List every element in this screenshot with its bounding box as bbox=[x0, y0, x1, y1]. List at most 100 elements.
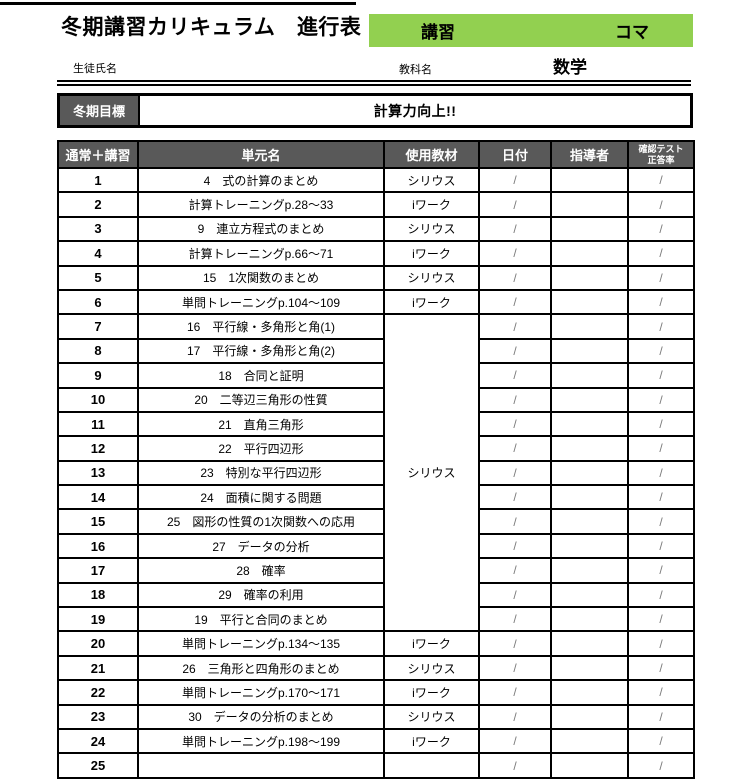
unit-name-cell: 30 データの分析のまとめ bbox=[137, 703, 385, 731]
subject-value: 数学 bbox=[553, 58, 587, 77]
table-row: 21 26 三角形と四角形のまとめ シリウス / / bbox=[57, 654, 695, 682]
table-row: 8 17 平行線・多角形と角(2) / / bbox=[57, 337, 695, 365]
winter-goal-box: 冬期目標 計算力向上!! bbox=[57, 93, 693, 128]
table-row: 18 29 確率の利用 / / bbox=[57, 581, 695, 609]
material-cell: iワーク bbox=[383, 288, 480, 316]
rate-cell: / bbox=[627, 166, 695, 194]
rate-cell: / bbox=[627, 264, 695, 291]
table-body: 1 4 式の計算のまとめ シリウス / / 2 計算トレーニングp.28～33 … bbox=[57, 166, 695, 779]
material-cell: シリウス bbox=[383, 313, 480, 633]
rate-cell: / bbox=[627, 654, 695, 682]
instructor-cell bbox=[550, 410, 629, 438]
instructor-cell bbox=[550, 703, 629, 731]
date-cell: / bbox=[478, 654, 552, 682]
instructor-cell bbox=[550, 313, 629, 340]
unit-name-cell: 19 平行と合同のまとめ bbox=[137, 606, 385, 633]
winter-goal-label: 冬期目標 bbox=[60, 96, 140, 125]
date-cell: / bbox=[478, 386, 552, 413]
rate-cell: / bbox=[627, 410, 695, 438]
row-number-cell: 9 bbox=[57, 362, 139, 389]
table-row: 16 27 データの分析 / / bbox=[57, 532, 695, 560]
unit-name-cell: 21 直角三角形 bbox=[137, 410, 385, 438]
date-cell: / bbox=[478, 264, 552, 291]
instructor-cell bbox=[550, 508, 629, 535]
rate-cell: / bbox=[627, 435, 695, 462]
header-material: 使用教材 bbox=[383, 140, 480, 169]
rate-cell: / bbox=[627, 557, 695, 584]
date-cell: / bbox=[478, 410, 552, 438]
material-cell bbox=[383, 752, 480, 779]
instructor-cell bbox=[550, 459, 629, 487]
material-cell: シリウス bbox=[383, 264, 480, 291]
date-cell: / bbox=[478, 166, 552, 194]
unit-name-cell: 16 平行線・多角形と角(1) bbox=[137, 313, 385, 340]
rate-cell: / bbox=[627, 484, 695, 511]
rate-cell: / bbox=[627, 337, 695, 365]
row-number-cell: 11 bbox=[57, 410, 139, 438]
table-row: 2 計算トレーニングp.28～33 iワーク / / bbox=[57, 191, 695, 218]
instructor-cell bbox=[550, 752, 629, 779]
rate-cell: / bbox=[627, 508, 695, 535]
date-cell: / bbox=[478, 435, 552, 462]
table-row: 13 23 特別な平行四辺形 / / bbox=[57, 459, 695, 487]
date-cell: / bbox=[478, 288, 552, 316]
unit-name-cell: 単問トレーニングp.198～199 bbox=[137, 727, 385, 755]
material-cell: iワーク bbox=[383, 727, 480, 755]
row-number-cell: 23 bbox=[57, 703, 139, 731]
instructor-cell bbox=[550, 240, 629, 267]
row-number-cell: 16 bbox=[57, 532, 139, 560]
curriculum-table: 通常＋講習 単元名 使用教材 日付 指導者 確認テスト 正答率 1 4 式の計算… bbox=[57, 140, 695, 779]
instructor-cell bbox=[550, 362, 629, 389]
instructor-cell bbox=[550, 337, 629, 365]
unit-name-cell bbox=[137, 752, 385, 779]
row-number-cell: 21 bbox=[57, 654, 139, 682]
table-row: 11 21 直角三角形 / / bbox=[57, 410, 695, 438]
table-row: 10 20 二等辺三角形の性質 / / bbox=[57, 386, 695, 413]
winter-goal-value: 計算力向上!! bbox=[373, 102, 457, 119]
rate-cell: / bbox=[627, 606, 695, 633]
date-cell: / bbox=[478, 630, 552, 657]
date-cell: / bbox=[478, 240, 552, 267]
date-cell: / bbox=[478, 313, 552, 340]
date-cell: / bbox=[478, 362, 552, 389]
table-row: 19 19 平行と合同のまとめ / / bbox=[57, 606, 695, 633]
unit-name-cell: 18 合同と証明 bbox=[137, 362, 385, 389]
instructor-cell bbox=[550, 386, 629, 413]
rate-cell: / bbox=[627, 727, 695, 755]
row-number-cell: 17 bbox=[57, 557, 139, 584]
material-cell: iワーク bbox=[383, 630, 480, 657]
unit-name-cell: 4 式の計算のまとめ bbox=[137, 166, 385, 194]
instructor-cell bbox=[550, 166, 629, 194]
rate-cell: / bbox=[627, 630, 695, 657]
unit-name-cell: 24 面積に関する問題 bbox=[137, 484, 385, 511]
unit-name-cell: 計算トレーニングp.28～33 bbox=[137, 191, 385, 218]
table-row: 25 / / bbox=[57, 752, 695, 779]
date-cell: / bbox=[478, 703, 552, 731]
rate-cell: / bbox=[627, 752, 695, 779]
unit-name-cell: 28 確率 bbox=[137, 557, 385, 584]
row-number-cell: 12 bbox=[57, 435, 139, 462]
course-label: 講習 bbox=[421, 23, 455, 42]
row-number-cell: 24 bbox=[57, 727, 139, 755]
date-cell: / bbox=[478, 459, 552, 487]
table-row: 6 単問トレーニングp.104～109 iワーク / / bbox=[57, 288, 695, 316]
row-number-cell: 22 bbox=[57, 679, 139, 706]
rate-cell: / bbox=[627, 581, 695, 609]
header-regular-plus-course: 通常＋講習 bbox=[57, 140, 139, 169]
header-test-rate: 確認テスト 正答率 bbox=[627, 140, 695, 169]
table-row: 24 単問トレーニングp.198～199 iワーク / / bbox=[57, 727, 695, 755]
date-cell: / bbox=[478, 508, 552, 535]
header-unit-name: 単元名 bbox=[137, 140, 385, 169]
koma-label: コマ bbox=[615, 23, 649, 42]
unit-name-cell: 20 二等辺三角形の性質 bbox=[137, 386, 385, 413]
unit-name-cell: 23 特別な平行四辺形 bbox=[137, 459, 385, 487]
table-row: 12 22 平行四辺形 / / bbox=[57, 435, 695, 462]
table-header-row: 通常＋講習 単元名 使用教材 日付 指導者 確認テスト 正答率 bbox=[57, 140, 695, 169]
header-test-rate-line1: 確認テスト bbox=[638, 143, 684, 154]
instructor-cell bbox=[550, 264, 629, 291]
date-cell: / bbox=[478, 727, 552, 755]
unit-name-cell: 27 データの分析 bbox=[137, 532, 385, 560]
material-cell: iワーク bbox=[383, 679, 480, 706]
table-row: 17 28 確率 / / bbox=[57, 557, 695, 584]
